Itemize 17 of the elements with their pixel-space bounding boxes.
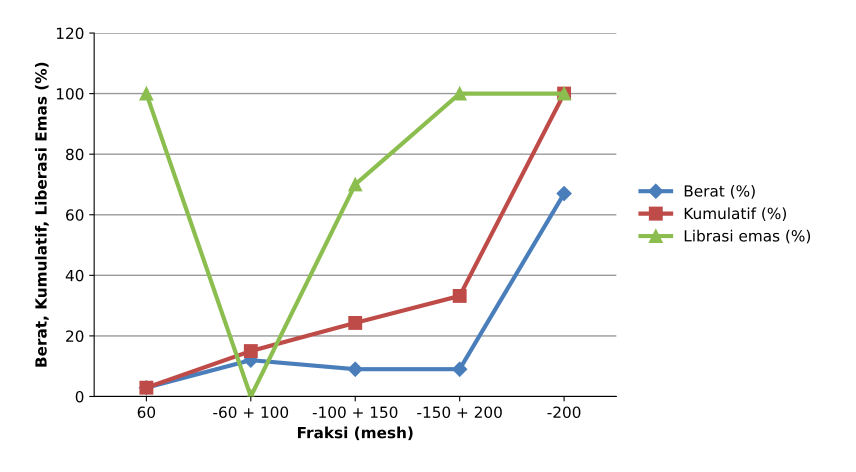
y-tick-label: 80	[66, 148, 84, 160]
x-tick-label: -150 + 200	[417, 406, 502, 418]
y-tick-label: 40	[66, 270, 84, 282]
y-tick-label: 120	[56, 28, 84, 40]
y-axis-title: Berat, Kumulatif, Liberasi Emas (%)	[34, 62, 49, 367]
legend-label: Librasi emas (%)	[684, 230, 810, 244]
y-tick-label: 100	[56, 88, 84, 100]
x-tick-label: -60 + 100	[213, 406, 288, 418]
x-axis-title: Fraksi (mesh)	[298, 426, 413, 440]
y-tick-label: 60	[66, 209, 84, 221]
legend-label: Berat (%)	[684, 184, 755, 199]
legend-label: Kumulatif (%)	[684, 207, 786, 221]
y-tick-label: 20	[66, 330, 84, 342]
x-tick-label: -200	[548, 406, 580, 418]
x-tick-label: 60	[138, 406, 156, 418]
x-tick-label: -100 + 150	[312, 406, 398, 418]
y-tick-label: 0	[76, 390, 84, 402]
